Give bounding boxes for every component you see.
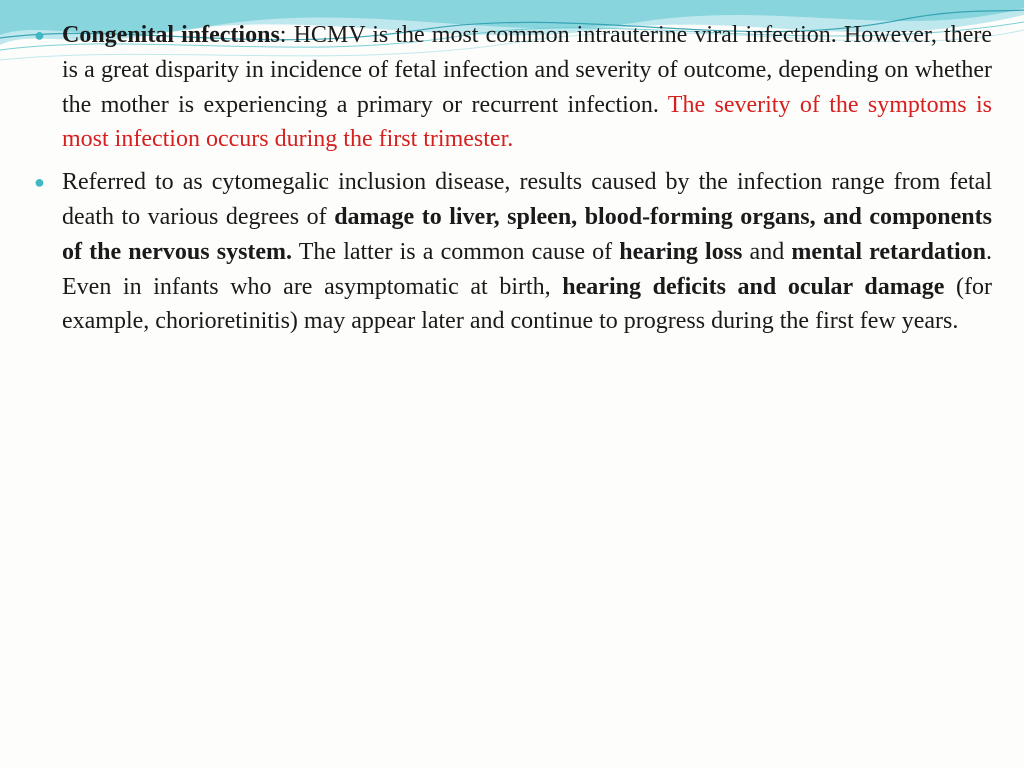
item-bold-text: mental retardation xyxy=(791,239,986,265)
item-bold-text: hearing deficits and ocular damage xyxy=(562,274,944,300)
slide-content: Congenital infections: HCMV is the most … xyxy=(0,0,1024,339)
item-body-text: and xyxy=(742,239,791,265)
item-body-text: The latter is a common cause of xyxy=(292,239,619,265)
item-sep: : xyxy=(280,22,294,48)
list-item: Referred to as cytomegalic inclusion dis… xyxy=(32,165,992,339)
item-bold-text: hearing loss xyxy=(619,239,742,265)
list-item: Congenital infections: HCMV is the most … xyxy=(32,18,992,157)
bullet-list: Congenital infections: HCMV is the most … xyxy=(32,18,992,339)
item-heading: Congenital infections xyxy=(62,22,280,48)
